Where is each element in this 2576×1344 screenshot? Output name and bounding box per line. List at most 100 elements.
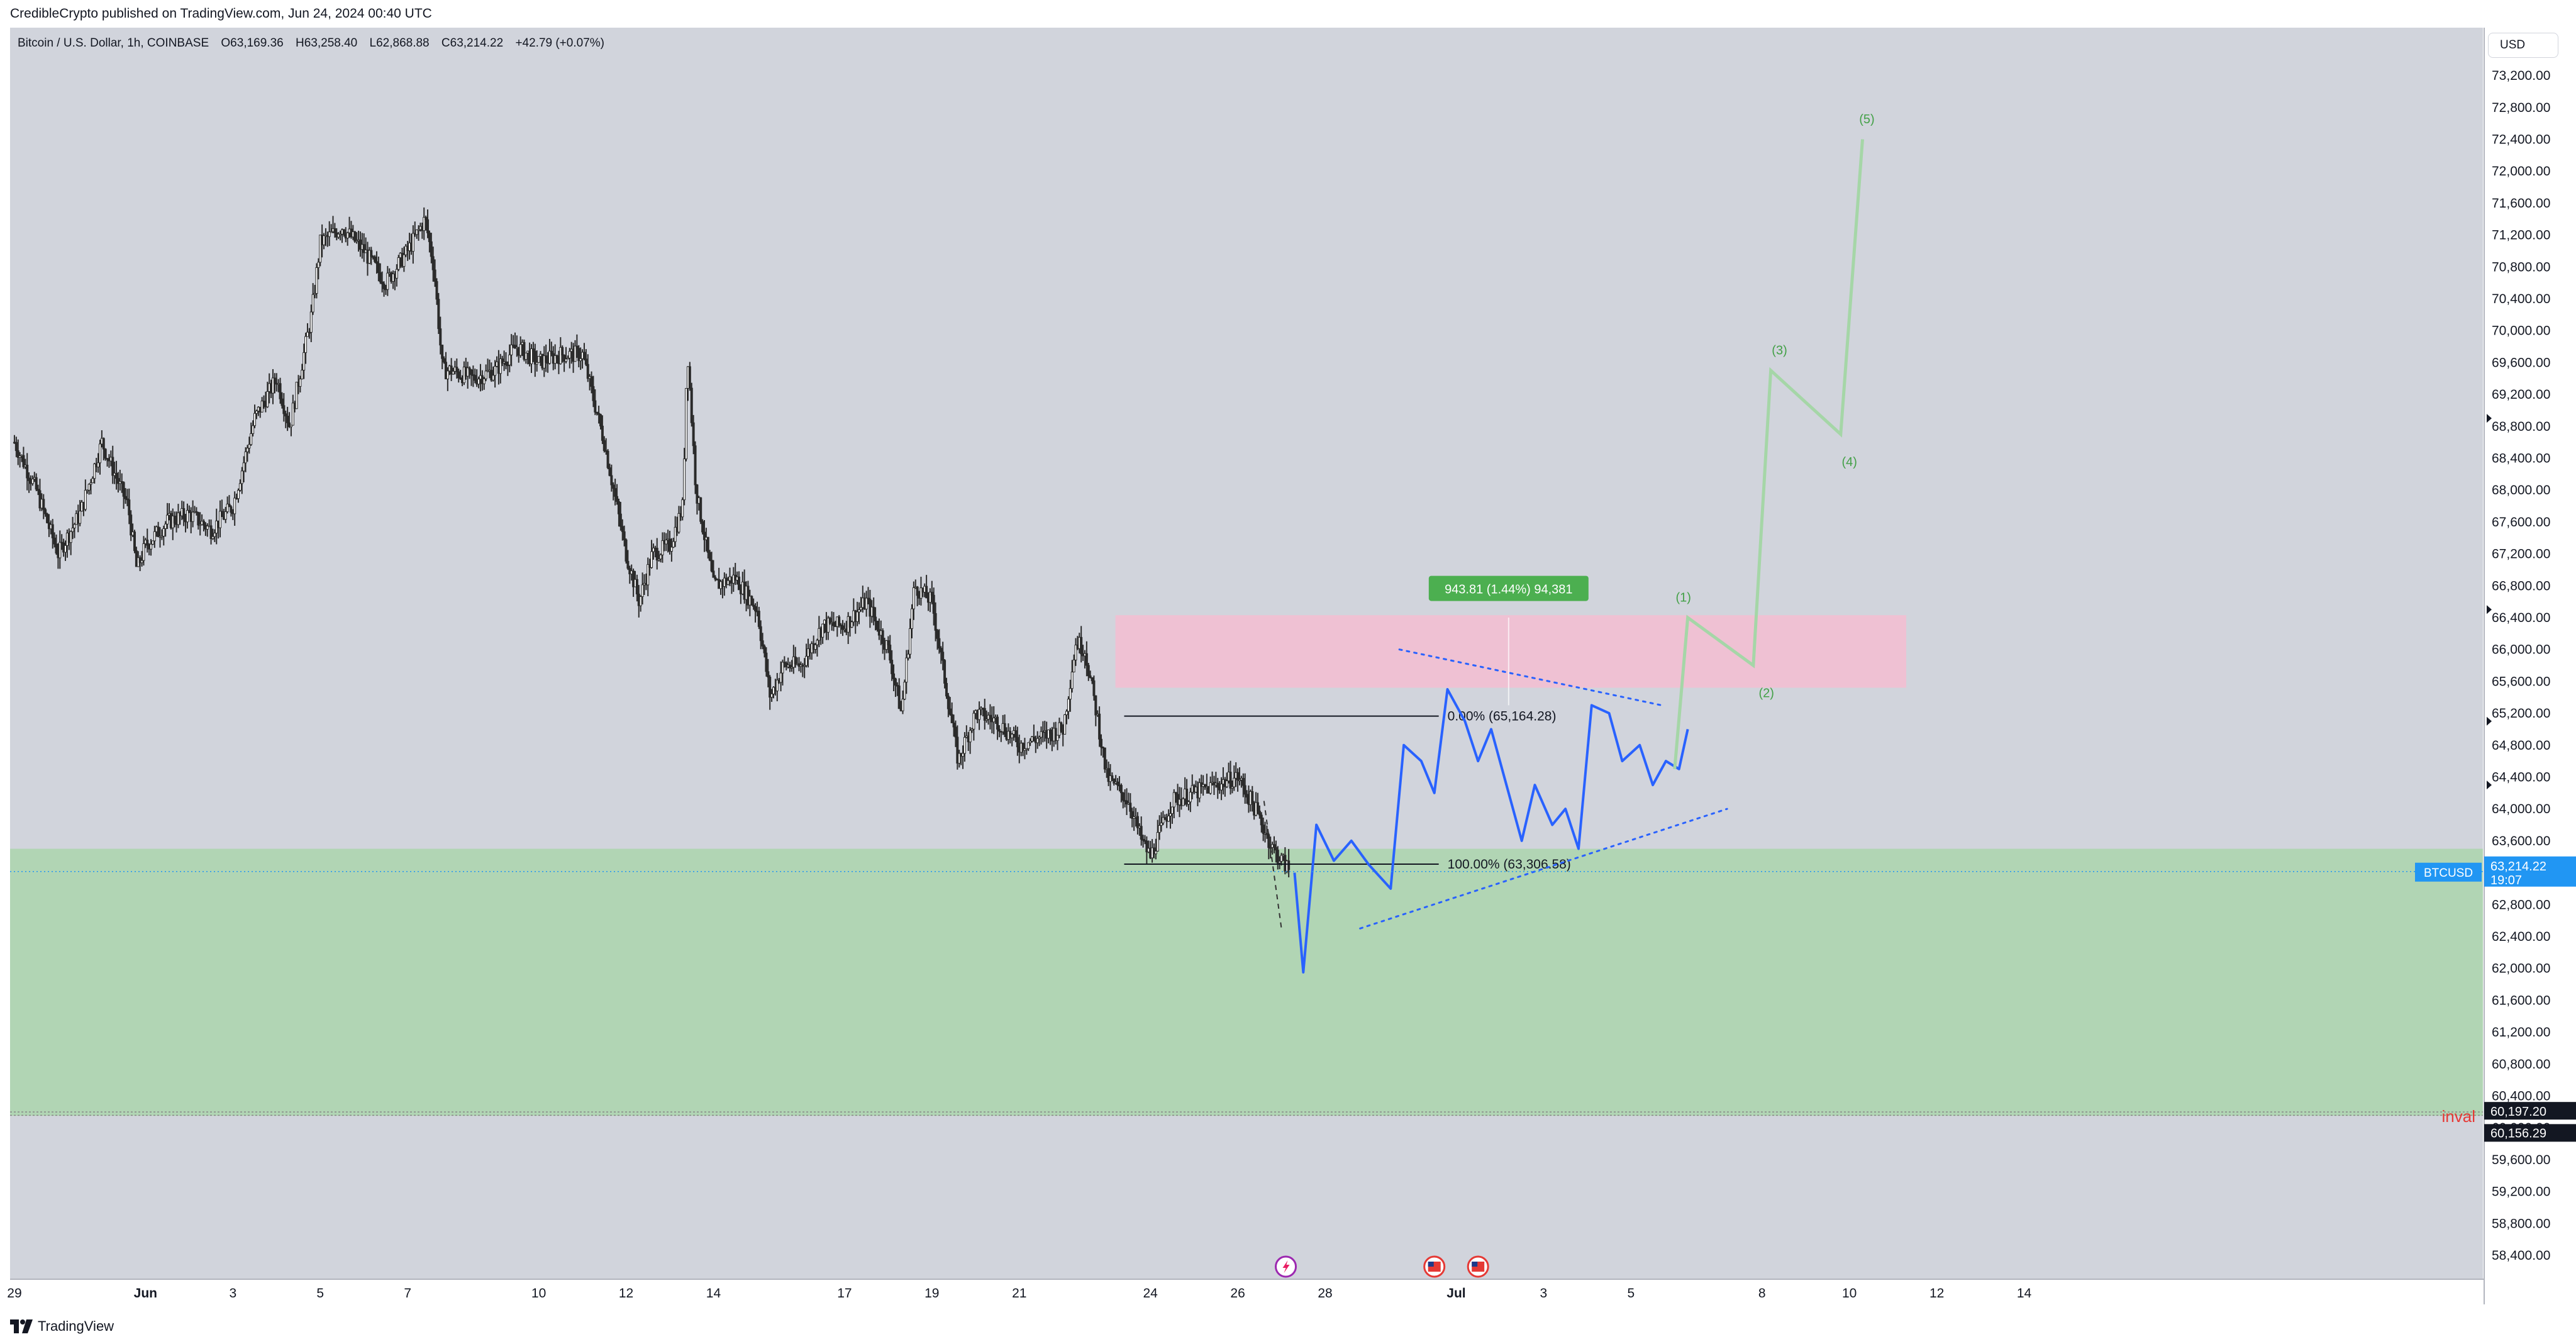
candle-body: [608, 467, 611, 476]
y-tick-label: 59,600.00: [2492, 1153, 2550, 1167]
support-zone[interactable]: [10, 848, 2483, 1116]
candle-body: [402, 254, 406, 267]
candle-body: [46, 513, 49, 523]
candle-body: [279, 383, 282, 399]
candle-body: [87, 484, 91, 491]
candle-body: [504, 361, 508, 365]
candle-body: [133, 531, 136, 552]
candle-body: [537, 356, 540, 363]
candle-body: [989, 714, 992, 719]
y-tick-label: 68,400.00: [2492, 451, 2550, 465]
candle-body: [494, 365, 497, 376]
candle-body: [186, 509, 189, 523]
x-tick-label: 19: [924, 1286, 939, 1301]
candle-body: [162, 528, 165, 537]
candle-body: [826, 618, 830, 633]
candle-body: [706, 536, 709, 553]
measure-badge[interactable]: [1428, 575, 1589, 601]
candle-body: [317, 262, 320, 268]
candle-body: [1136, 816, 1139, 828]
tradingview-brand[interactable]: TradingView: [10, 1318, 114, 1335]
current-price-tag[interactable]: [2484, 856, 2576, 887]
candle-body: [301, 370, 304, 380]
candle-body: [423, 217, 426, 231]
candle-body: [337, 233, 340, 238]
candle-body: [86, 489, 89, 492]
candle-body: [714, 577, 717, 580]
candle-body: [220, 511, 223, 518]
candle-body: [328, 231, 331, 237]
candle-body: [683, 458, 686, 501]
candle-body: [681, 499, 684, 518]
candle-body: [333, 228, 336, 233]
candle-body: [928, 592, 931, 603]
candle-body: [115, 472, 118, 479]
candle-body: [42, 499, 45, 510]
candle-body: [411, 233, 414, 252]
candle-body: [1170, 806, 1174, 814]
candle-body: [559, 347, 562, 364]
y-tick-label: 58,800.00: [2492, 1216, 2550, 1231]
price-change: +42.79 (+0.07%): [515, 36, 604, 50]
candle-body: [1021, 743, 1024, 751]
candle-body: [339, 233, 342, 236]
candle-body: [865, 597, 868, 609]
symbol-tag-label: BTCUSD: [2424, 867, 2473, 880]
candle-body: [1169, 813, 1172, 816]
invalidation-price-tag[interactable]: [2484, 1102, 2576, 1120]
projection-path[interactable]: [1293, 688, 1689, 974]
candle-body: [919, 587, 923, 599]
triangle-upper-trendline[interactable]: [1398, 648, 1663, 706]
price-chart[interactable]: 0.00% (65,164.28) 100.00% (63,306.58) (1) (…: [0, 28, 2576, 1311]
candle-body: [1067, 699, 1070, 712]
candle-body: [621, 526, 624, 532]
candle-body: [1111, 775, 1114, 779]
candle-body: [639, 596, 642, 606]
candle-body: [590, 376, 593, 387]
candle-body: [151, 540, 154, 545]
candle-body: [610, 475, 613, 486]
candle-body: [832, 621, 835, 626]
resistance-zone[interactable]: [1115, 615, 1906, 688]
candle-body: [1154, 850, 1157, 855]
candle-body: [508, 354, 511, 365]
candle-body: [1185, 789, 1189, 805]
candle-body: [655, 548, 658, 561]
candle-body: [417, 229, 420, 231]
candle-body: [582, 352, 586, 360]
candle-body: [130, 514, 133, 536]
publish-info: CredibleCrypto published on TradingView.…: [10, 6, 432, 21]
currency-button[interactable]: USD: [2488, 33, 2558, 58]
candle-body: [443, 358, 446, 363]
candle-body: [903, 682, 906, 700]
candle-body: [916, 586, 919, 596]
candle-body: [253, 413, 257, 426]
instrument-name: Bitcoin / U.S. Dollar, 1h, COINBASE: [18, 36, 209, 50]
candle-body: [353, 231, 357, 242]
candle-body: [430, 241, 433, 257]
candle-body: [997, 729, 1001, 732]
current-price-countdown: 19:07: [2490, 874, 2522, 887]
candle-body: [303, 352, 306, 371]
candle-body: [841, 625, 844, 630]
us-flag-canton-icon: [1428, 1262, 1434, 1267]
candle-body: [972, 713, 975, 730]
candle-body: [53, 537, 56, 545]
y-tick-label: 66,400.00: [2492, 611, 2550, 625]
candle-body: [1258, 810, 1261, 816]
candle-body: [299, 379, 302, 387]
y-axis-panel[interactable]: [2484, 28, 2576, 1304]
candle-body: [468, 367, 471, 370]
candle-body: [246, 448, 249, 452]
candle-body: [55, 543, 58, 553]
symbol-tag[interactable]: [2415, 862, 2482, 882]
secondary-price-tag[interactable]: [2484, 1124, 2576, 1142]
candle-body: [948, 708, 952, 715]
elliott-wave-path[interactable]: [1673, 139, 1865, 770]
axis-marker-icon: [2487, 605, 2492, 614]
candle-body: [374, 256, 377, 262]
candle-body: [963, 736, 966, 754]
candle-body: [925, 586, 928, 599]
candle-body: [1121, 792, 1124, 801]
y-tick-label: 67,200.00: [2492, 547, 2550, 562]
